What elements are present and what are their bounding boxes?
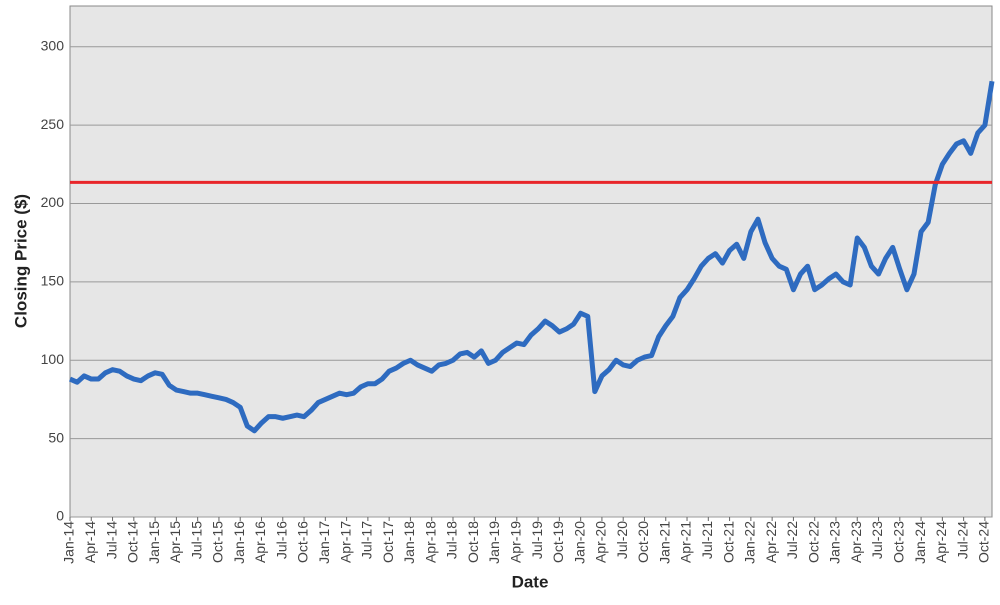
x-tick-label: Jul-24 [954,521,970,559]
x-tick-label: Apr-21 [678,521,694,563]
x-tick-label: Oct-23 [891,521,907,563]
x-tick-label: Apr-23 [848,521,864,563]
x-tick-label: Apr-20 [593,521,609,563]
x-tick-label: Oct-24 [976,521,992,563]
x-tick-label: Oct-17 [380,521,396,563]
x-tick-label: Jul-17 [359,521,375,559]
x-tick-label: Jan-19 [486,521,502,564]
y-tick-label: 200 [41,194,65,210]
price-line [68,80,995,434]
x-tick-label: Apr-15 [167,521,183,563]
y-tick-label: 150 [41,273,65,289]
x-tick-label: Jan-21 [656,521,672,564]
x-tick-label: Jan-24 [912,521,928,564]
x-tick-label: Jul-23 [869,521,885,559]
x-tick-label: Jul-19 [529,521,545,559]
y-tick-label: 300 [41,37,65,53]
x-tick-label: Jan-18 [401,521,417,564]
x-tick-label: Oct-14 [125,521,141,563]
x-tick-label: Oct-16 [295,521,311,563]
x-tick-label: Apr-14 [82,521,98,563]
x-tick-label: Oct-19 [550,521,566,563]
x-tick-label: Apr-16 [252,521,268,563]
x-tick-label: Oct-18 [465,521,481,563]
y-tick-label: 50 [48,429,64,445]
x-tick-label: Jul-18 [444,521,460,559]
x-tick-label: Jan-15 [146,521,162,564]
x-tick-label: Apr-19 [508,521,524,563]
x-tick-label: Apr-17 [337,521,353,563]
x-tick-label: Jul-15 [188,521,204,559]
plot-area [69,5,993,518]
x-tick-label: Jul-22 [784,521,800,559]
x-tick-label: Jul-16 [273,521,289,559]
x-tick-label: Jan-23 [827,521,843,564]
y-tick-label: 250 [41,116,65,132]
x-tick-label: Oct-20 [635,521,651,563]
x-tick-label: Jan-22 [742,521,758,564]
x-tick-label: Oct-22 [805,521,821,563]
x-tick-label: Oct-21 [720,521,736,563]
x-axis-title: Date [512,572,549,591]
y-tick-label: 100 [41,351,65,367]
y-tick-label: 0 [56,508,64,524]
x-tick-label: Jul-21 [699,521,715,559]
x-tick-label: Jul-20 [614,521,630,559]
x-tick-label: Apr-24 [933,521,949,563]
x-tick-label: Jul-14 [103,521,119,559]
x-tick-label: Jan-17 [316,521,332,564]
x-tick-label: Oct-15 [210,521,226,563]
x-tick-label: Apr-22 [763,521,779,563]
x-tick-label: Jan-20 [571,521,587,564]
y-axis-title: Closing Price ($) [11,194,30,328]
x-tick-label: Jan-16 [231,521,247,564]
x-tick-label: Jan-14 [61,521,77,564]
x-tick-label: Apr-18 [422,521,438,563]
